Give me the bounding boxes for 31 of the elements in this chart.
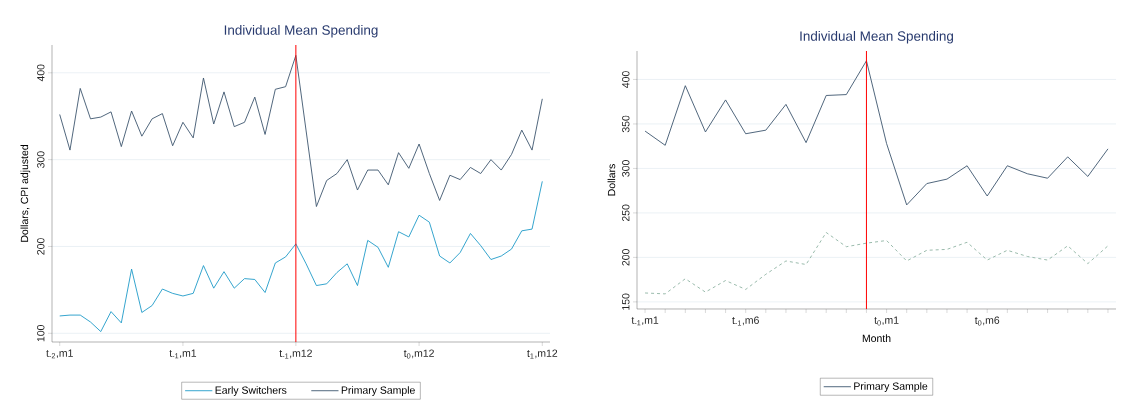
chart-title: Individual Mean Spending bbox=[224, 24, 378, 38]
y-tick-label: 200 bbox=[37, 238, 45, 255]
y-tick-label: 100 bbox=[37, 325, 45, 342]
x-tick-label: t$_{-2}$,m1 bbox=[46, 349, 73, 359]
y-tick-label: 400 bbox=[37, 64, 45, 82]
x-tick-label: t$_{0}$,m1 bbox=[874, 316, 899, 326]
y-tick-label: 150 bbox=[622, 293, 630, 310]
x-tick-label: t$_{-1}$,m12 bbox=[279, 349, 312, 359]
y-tick-label: 350 bbox=[622, 115, 630, 133]
y-axis-title: Dollars bbox=[607, 164, 616, 196]
legend-label: Primary Sample bbox=[341, 386, 415, 396]
x-tick-label: t$_{-1}$,m1 bbox=[169, 349, 197, 359]
x-tick-label: t$_{0}$,m6 bbox=[974, 316, 1000, 326]
x-tick-label: t$_{-1}$,m1 bbox=[631, 316, 659, 326]
line-series bbox=[644, 232, 1109, 295]
line-series bbox=[59, 180, 543, 333]
chart-title: Individual Mean Spending bbox=[800, 30, 953, 44]
line-series bbox=[644, 60, 1109, 206]
line-series bbox=[59, 54, 543, 207]
y-tick-label: 400 bbox=[622, 71, 630, 88]
y-tick-label: 200 bbox=[622, 249, 630, 266]
x-tick-label: t$_{-1}$,m6 bbox=[732, 316, 759, 326]
y-axis-title: Dollars, CPI adjusted bbox=[20, 145, 31, 242]
x-axis-title: Month bbox=[862, 334, 891, 343]
x-tick-label: t$_{1}$,m12 bbox=[527, 349, 558, 359]
y-tick-label: 250 bbox=[622, 204, 630, 222]
legend-label: Early Switchers bbox=[215, 386, 287, 396]
legend-label: Primary Sample bbox=[854, 382, 928, 392]
y-tick-label: 300 bbox=[622, 160, 630, 177]
y-tick-label: 300 bbox=[37, 151, 45, 168]
x-tick-label: t$_{0}$,m12 bbox=[403, 349, 434, 359]
